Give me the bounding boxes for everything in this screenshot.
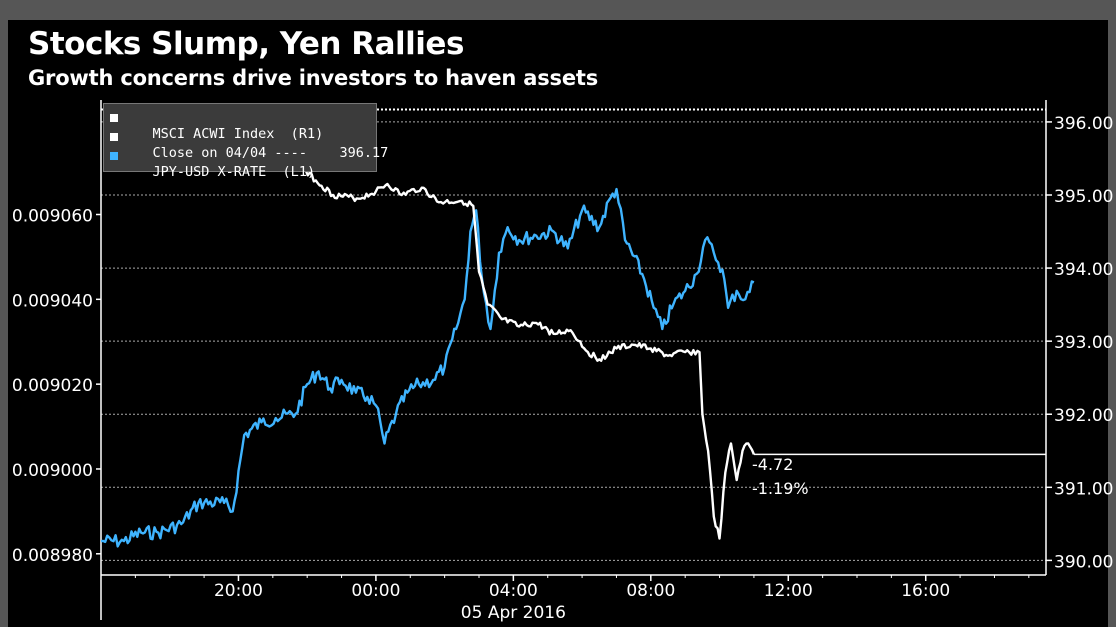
y-tick-label-left: 0.008980 [12,546,93,566]
y-tick-label-right: 391.00 [1054,479,1113,499]
y-tick-label-left: 0.009000 [12,461,93,481]
y-tick-label-left: 0.009060 [12,207,93,227]
y-tick-label-right: 395.00 [1054,187,1113,207]
y-tick-label-right: 393.00 [1054,333,1113,353]
legend-item-close: Close on 04/04 ---- 396.17 [110,129,389,177]
x-tick-label: 16:00 [901,581,950,601]
legend: MSCI ACWI Index (R1) Close on 04/04 ----… [103,103,388,180]
y-tick-label-left: 0.009020 [12,376,93,396]
x-tick-label: 04:00 [489,581,538,601]
y-tick-label-right: 390.00 [1054,552,1113,572]
legend-label-close: Close on 04/04 ---- [152,145,307,161]
legend-swatch-msci [110,114,118,122]
x-tick-label: 12:00 [764,581,813,601]
x-tick-label: 20:00 [214,581,263,601]
x-tick-label: 00:00 [351,581,400,601]
y-tick-label-right: 396.00 [1054,114,1113,134]
change-percent: -1.19% [752,479,809,498]
grid [101,121,1046,561]
legend-item-jpy: JPY-USD X-RATE (L1) [110,148,316,196]
legend-swatch-close [110,133,118,141]
y-tick-label-right: 392.00 [1054,406,1113,426]
y-axis-right-labels: 396.00 395.00 394.00 393.00 392.00 391.00 390.… [1054,114,1113,572]
y-tick-label-left: 0.009040 [12,291,93,311]
x-axis-labels: 20:00 00:00 04:00 08:00 12:00 16:00 05 Apr 201… [214,581,950,623]
change-value: -4.72 [752,455,793,474]
change-annotations: -4.72 -1.19% [752,455,809,498]
chart-title: Stocks Slump, Yen Rallies [28,26,464,62]
legend-close-value: 396.17 [339,145,389,161]
axes [96,100,1052,620]
chart-subtitle: Growth concerns drive investors to haven… [28,66,599,90]
series-line-jpy-usd [100,187,755,548]
y-tick-label-right: 394.00 [1054,260,1113,280]
legend-item-msci: MSCI ACWI Index (R1) [110,110,324,158]
legend-swatch-jpy [110,152,118,160]
legend-label-msci: MSCI ACWI Index (R1) [152,126,324,142]
x-date-label: 05 Apr 2016 [461,603,566,623]
x-tick-label: 08:00 [626,581,675,601]
y-axis-left-labels: 0.009060 0.009040 0.009020 0.009000 0.008980 [12,207,93,566]
legend-label-jpy: JPY-USD X-RATE (L1) [152,164,316,180]
